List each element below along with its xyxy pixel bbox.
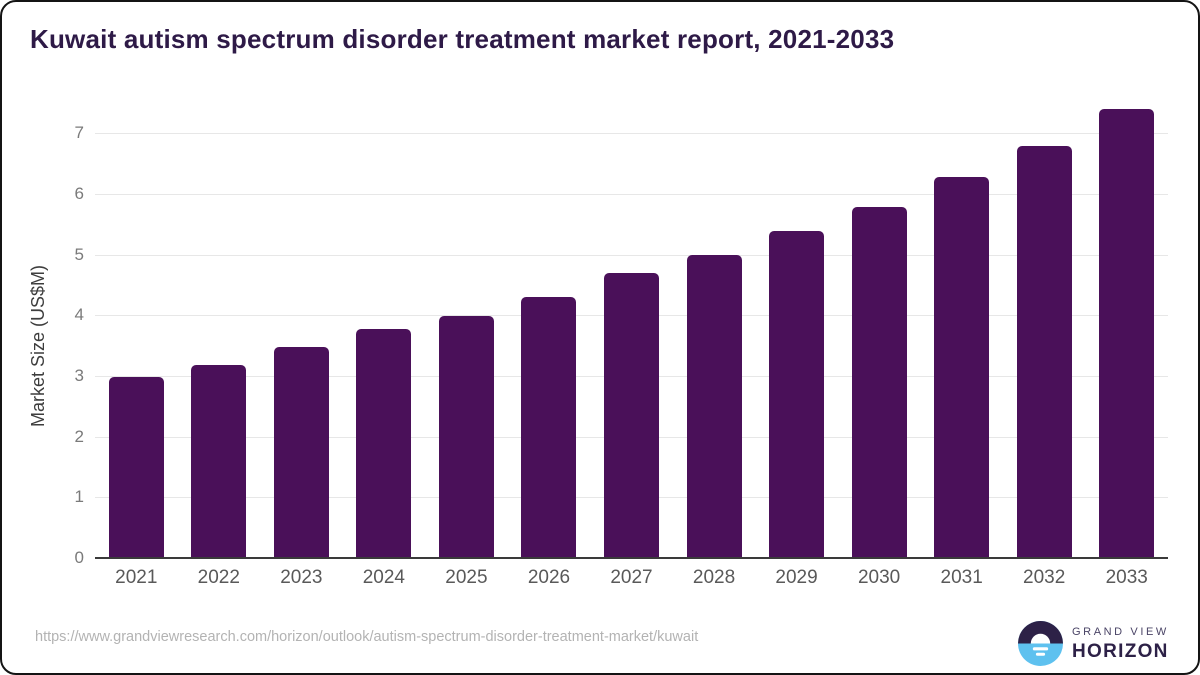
bar-2032 bbox=[1016, 146, 1072, 558]
x-tick-label-2028: 2028 bbox=[692, 567, 736, 588]
chart-title: Kuwait autism spectrum disorder treatmen… bbox=[30, 24, 895, 54]
x-tick-label-2022: 2022 bbox=[197, 567, 240, 588]
horizon-sun-icon bbox=[1018, 621, 1063, 666]
x-tick-label-2029: 2029 bbox=[775, 567, 818, 588]
x-tick-label-2031: 2031 bbox=[940, 567, 983, 588]
brand-name-bottom: HORIZON bbox=[1072, 640, 1169, 662]
brand-logo: GRAND VIEW HORIZON bbox=[1018, 621, 1169, 666]
y-tick-label-2: 2 bbox=[74, 426, 84, 446]
x-tick-label-2032: 2032 bbox=[1023, 567, 1066, 588]
x-tick-label-2027: 2027 bbox=[610, 567, 653, 588]
gridline-y6 bbox=[95, 193, 1168, 195]
x-axis-line bbox=[95, 557, 1168, 559]
y-tick-label-3: 3 bbox=[74, 365, 84, 385]
bar-2027 bbox=[604, 272, 659, 558]
bar-2029 bbox=[769, 230, 825, 558]
x-tick-label-2025: 2025 bbox=[445, 567, 488, 588]
x-tick-label-2023: 2023 bbox=[280, 567, 323, 588]
bar-2026 bbox=[521, 296, 577, 558]
bar-2033 bbox=[1099, 109, 1155, 558]
y-tick-label-7: 7 bbox=[74, 123, 84, 143]
y-axis-title: Market Size (US$M) bbox=[28, 264, 48, 428]
brand-name-top: GRAND VIEW bbox=[1072, 625, 1169, 638]
y-tick-label-6: 6 bbox=[74, 183, 84, 203]
gridline-y5 bbox=[95, 254, 1168, 256]
x-tick-label-2021: 2021 bbox=[115, 567, 158, 588]
y-tick-label-4: 4 bbox=[74, 305, 84, 325]
bar-2024 bbox=[356, 328, 412, 558]
bar-2028 bbox=[686, 254, 742, 558]
bar-2025 bbox=[438, 316, 494, 558]
bar-2030 bbox=[851, 207, 907, 558]
y-tick-label-0: 0 bbox=[74, 548, 84, 567]
gridline-y7 bbox=[95, 133, 1168, 135]
x-tick-label-2024: 2024 bbox=[362, 567, 406, 588]
y-tick-label-1: 1 bbox=[74, 487, 84, 507]
x-tick-label-2026: 2026 bbox=[527, 567, 571, 588]
y-tick-label-5: 5 bbox=[74, 244, 84, 264]
x-tick-label-2030: 2030 bbox=[857, 567, 901, 588]
bar-2031 bbox=[934, 176, 990, 558]
bar-2023 bbox=[273, 346, 329, 558]
brand-logo-text: GRAND VIEW HORIZON bbox=[1072, 626, 1169, 662]
source-url: https://www.grandviewresearch.com/horizo… bbox=[35, 629, 699, 645]
bar-2021 bbox=[108, 377, 164, 558]
bar-2022 bbox=[191, 364, 247, 558]
x-tick-label-2033: 2033 bbox=[1105, 567, 1148, 588]
